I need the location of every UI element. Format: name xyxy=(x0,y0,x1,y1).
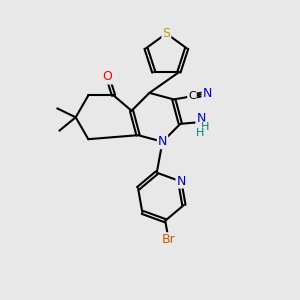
Text: N: N xyxy=(176,175,186,188)
Text: O: O xyxy=(103,70,112,83)
Text: H: H xyxy=(201,122,210,132)
Text: N: N xyxy=(158,135,167,148)
Text: S: S xyxy=(162,27,170,40)
Text: N: N xyxy=(196,112,206,125)
Text: N: N xyxy=(202,87,212,100)
Text: Br: Br xyxy=(162,233,176,246)
Text: H: H xyxy=(195,128,204,138)
Text: C: C xyxy=(188,91,196,101)
